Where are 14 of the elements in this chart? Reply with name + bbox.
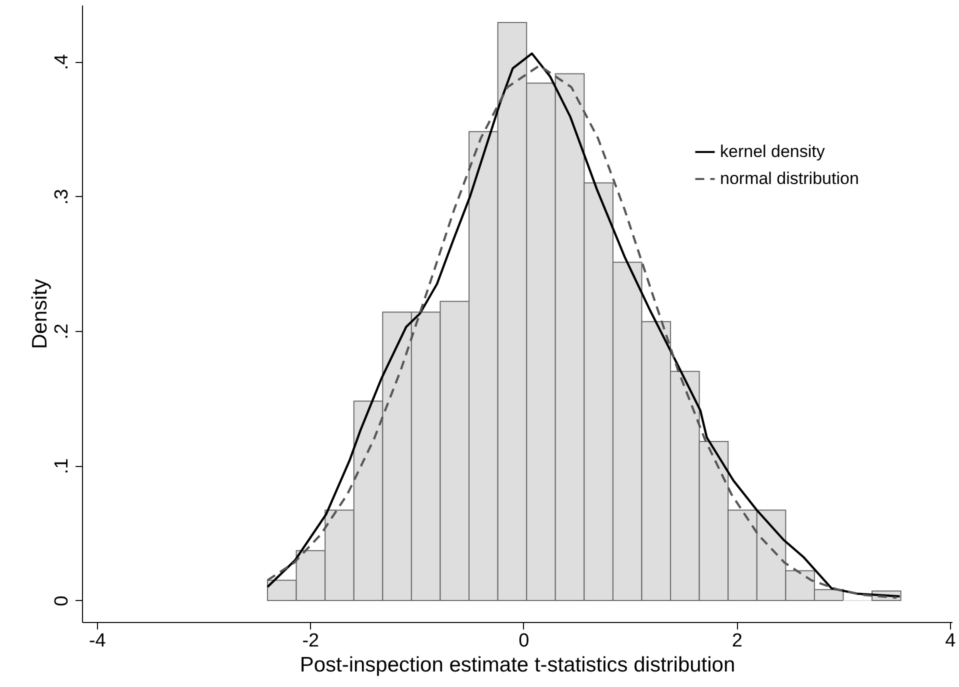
y-tick-label: .2	[52, 324, 72, 340]
x-tick-label: -2	[302, 630, 320, 652]
x-tick-label: 2	[732, 630, 742, 652]
x-tick-label: -4	[88, 630, 106, 652]
y-tick-label: .3	[52, 188, 72, 205]
y-tick-label: .4	[52, 54, 72, 70]
y-tick-label: .1	[52, 458, 72, 474]
x-tick-label: 0	[518, 630, 530, 652]
y-axis-title: Density	[28, 278, 52, 350]
x-tick-label: 4	[945, 630, 956, 652]
y-tick-label: 0	[52, 596, 72, 606]
legend-label: normal distribution	[720, 169, 859, 188]
x-axis-title: Post-inspection estimate t-statistics distribution	[300, 654, 736, 676]
legend-label: kernel density	[720, 142, 826, 161]
